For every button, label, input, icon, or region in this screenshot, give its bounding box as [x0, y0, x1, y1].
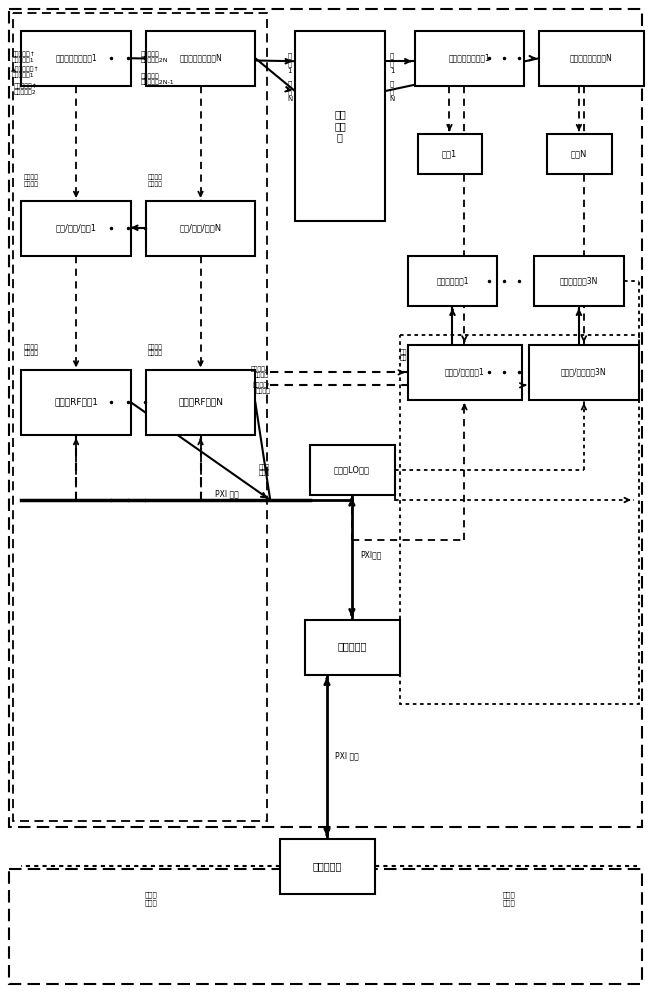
- Text: PXI 总线: PXI 总线: [335, 752, 359, 761]
- Text: 本振（LO）源: 本振（LO）源: [334, 466, 370, 475]
- Text: 放大/衰减/调理N: 放大/衰减/调理N: [180, 223, 221, 232]
- Text: 端
口
N: 端 口 N: [390, 81, 395, 102]
- Bar: [9, 9, 642, 827]
- Text: 端
口
N: 端 口 N: [287, 81, 292, 102]
- Bar: [21, 201, 131, 256]
- Text: 共享本
振信号: 共享本 振信号: [259, 464, 270, 476]
- Bar: [305, 620, 400, 675]
- Bar: [295, 31, 385, 221]
- Text: PXI 总线: PXI 总线: [215, 489, 239, 498]
- Bar: [280, 839, 375, 894]
- Text: 外置双定向耦合器1: 外置双定向耦合器1: [449, 54, 490, 63]
- Text: 待测
试对
象: 待测 试对 象: [334, 109, 346, 143]
- Text: 参考耦合至↑
下变频通道2: 参考耦合至↑ 下变频通道2: [13, 83, 37, 95]
- Text: 下变频/调理通道3N: 下变频/调理通道3N: [561, 368, 607, 377]
- Text: 射频激励
信号输出: 射频激励 信号输出: [23, 344, 38, 356]
- Text: 共享时
钟参考: 共享时 钟参考: [503, 892, 516, 906]
- Text: 负载1: 负载1: [442, 149, 457, 158]
- Bar: [539, 31, 644, 86]
- Text: 射频激励
信号输出: 射频激励 信号输出: [148, 175, 163, 187]
- Bar: [529, 345, 639, 400]
- Text: 激励（RF）源N: 激励（RF）源N: [178, 398, 223, 407]
- Text: 射频激励
信号输出: 射频激励 信号输出: [148, 344, 163, 356]
- Text: 下变频/调理通道1: 下变频/调理通道1: [445, 368, 484, 377]
- Text: 主控计算机: 主控计算机: [337, 642, 367, 652]
- Bar: [534, 256, 624, 306]
- Text: 端
口
1: 端 口 1: [288, 53, 292, 74]
- Text: 反射耦合至
下变频通道2N: 反射耦合至 下变频通道2N: [141, 51, 169, 63]
- Text: 放大/衰减/调理1: 放大/衰减/调理1: [55, 223, 96, 232]
- Bar: [417, 134, 482, 174]
- Text: 外置双定向耦合器N: 外置双定向耦合器N: [179, 54, 222, 63]
- Text: 来自参考/
反射耦合: 来自参考/ 反射耦合: [251, 366, 268, 378]
- Bar: [21, 370, 131, 435]
- Text: ▲反射耦合至↑
下变频通道1: ▲反射耦合至↑ 下变频通道1: [11, 66, 40, 78]
- Bar: [13, 13, 268, 821]
- Bar: [146, 201, 255, 256]
- Text: 数字化仪通道3N: 数字化仪通道3N: [560, 276, 598, 285]
- Bar: [408, 256, 497, 306]
- Bar: [415, 31, 524, 86]
- Text: 端
口
1: 端 口 1: [390, 53, 395, 74]
- Bar: [400, 335, 639, 704]
- Bar: [146, 370, 255, 435]
- Bar: [21, 31, 131, 86]
- Text: 来自
耦合: 来自 耦合: [400, 349, 408, 361]
- Text: 时钟参考源: 时钟参考源: [312, 861, 342, 871]
- Text: PXI总线: PXI总线: [360, 550, 381, 559]
- Text: 外置双定向耦合器1: 外置双定向耦合器1: [55, 54, 97, 63]
- Text: 外置双定向耦合器N: 外置双定向耦合器N: [570, 54, 612, 63]
- Bar: [146, 31, 255, 86]
- Text: 射频激励
信号输出: 射频激励 信号输出: [23, 175, 38, 187]
- Bar: [408, 345, 522, 400]
- Bar: [547, 134, 612, 174]
- Text: 负载N: 负载N: [571, 149, 587, 158]
- Text: 数字化仪通道1: 数字化仪通道1: [436, 276, 469, 285]
- Text: 共享时
钟参考: 共享时 钟参考: [145, 892, 157, 906]
- Text: 参考耦合至
下变频通道2N-1: 参考耦合至 下变频通道2N-1: [141, 73, 174, 85]
- Text: 来自参考/
反射耦合: 来自参考/ 反射耦合: [253, 382, 270, 394]
- Bar: [310, 445, 395, 495]
- Text: 参考耦合至↑
下变频通道1: 参考耦合至↑ 下变频通道1: [11, 51, 35, 63]
- Bar: [9, 869, 642, 984]
- Text: 激励（RF）源1: 激励（RF）源1: [54, 398, 98, 407]
